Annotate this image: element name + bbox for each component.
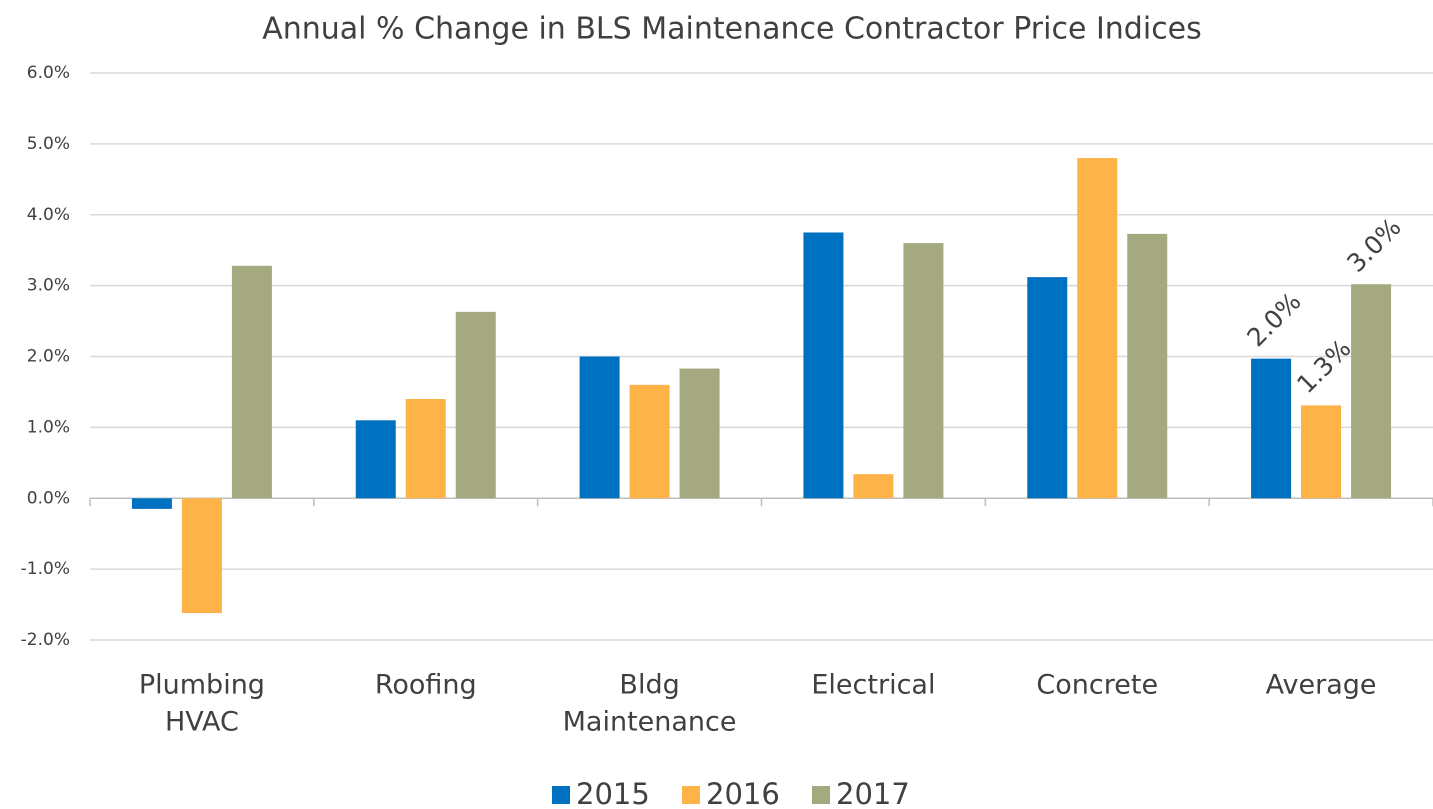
bar [1301,405,1342,499]
bar [679,368,720,499]
bar [1077,158,1118,499]
legend-swatch [682,786,700,804]
bar [1251,358,1292,499]
legend-label: 2016 [706,777,780,809]
x-tick-label: Plumbing [139,670,265,701]
y-tick-label: 3.0% [27,276,70,296]
bar [579,356,620,499]
bar [903,243,944,499]
bar [231,265,272,499]
x-tick-label: Bldg [619,670,679,701]
data-label: 1.3% [1291,334,1356,399]
x-tick-label: Concrete [1036,670,1158,701]
legend-swatch [812,786,830,804]
data-label: 2.0% [1241,287,1306,352]
x-tick-label: Average [1266,670,1377,701]
bar [181,498,222,614]
y-tick-label: 0.0% [27,488,70,508]
bar [1351,284,1392,499]
legend-label: 2015 [576,777,650,809]
x-tick-label: Roofing [375,670,477,701]
y-tick-label: 2.0% [27,347,70,367]
bar [131,498,172,509]
bar [803,232,844,499]
bar [355,420,396,499]
x-tick-label: Maintenance [563,707,737,738]
y-tick-label: 6.0% [27,63,70,83]
y-tick-label: -1.0% [21,559,70,579]
chart-title: Annual % Change in BLS Maintenance Contr… [262,12,1202,47]
legend-label: 2017 [836,777,910,809]
bar [405,399,446,499]
x-tick-label: Electrical [811,670,935,701]
bar [1127,233,1168,499]
bar [455,311,496,499]
y-tick-label: -2.0% [21,630,70,650]
y-tick-label: 4.0% [27,205,70,225]
y-tick-label: 5.0% [27,134,70,154]
bar [1027,277,1068,499]
y-tick-label: 1.0% [27,417,70,437]
x-tick-label: HVAC [165,707,239,738]
legend-swatch [552,786,570,804]
bar [629,384,670,499]
bar [853,474,894,499]
data-label: 3.0% [1341,212,1406,277]
